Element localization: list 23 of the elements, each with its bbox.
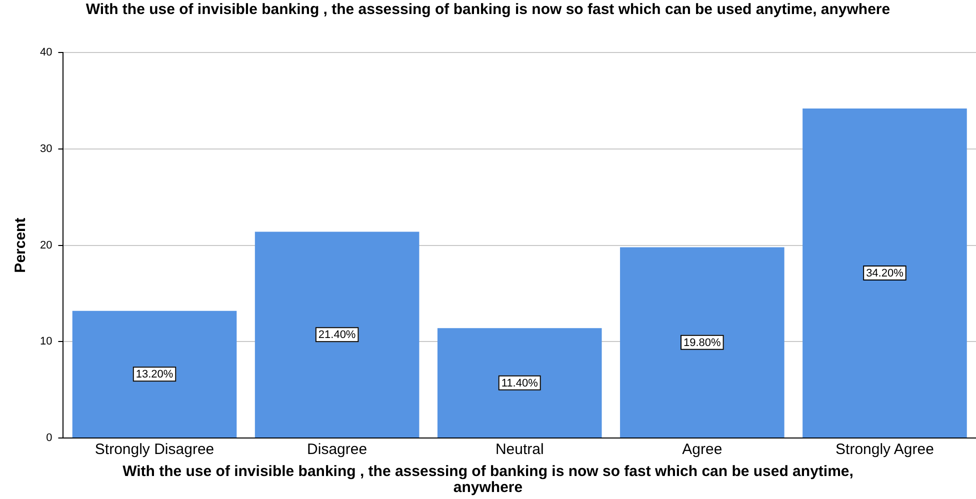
x-tick-label: Agree	[682, 441, 722, 458]
x-axis-title: With the use of invisible banking , the assessing of banking is now so fast which can be used anytime, anywhere	[122, 463, 854, 496]
data-label: 11.40%	[501, 377, 538, 390]
y-tick-label: 10	[40, 336, 52, 348]
data-label: 13.20%	[136, 368, 174, 381]
x-tick-label: Neutral	[495, 441, 544, 458]
x-tick-label: Strongly Agree	[836, 441, 934, 458]
y-axis-title: Percent	[12, 218, 30, 273]
data-label: 21.40%	[318, 329, 356, 342]
chart-title: With the use of invisible banking , the assessing of banking is now so fast which can be used anytime, anywhere	[84, 1, 892, 18]
x-tick-label: Disagree	[307, 441, 368, 458]
y-tick-label: 20	[40, 239, 52, 252]
bar	[254, 232, 420, 438]
y-tick-label: 0	[46, 432, 52, 444]
x-tick-label: Strongly Disagree	[94, 441, 214, 458]
bar	[802, 108, 967, 438]
bar	[437, 328, 602, 438]
data-label: 19.80%	[684, 336, 722, 349]
y-tick-label: 40	[40, 46, 52, 59]
y-tick-label: 30	[40, 142, 52, 155]
bar	[72, 310, 237, 438]
data-label: 34.20%	[866, 268, 904, 280]
bar	[620, 247, 784, 438]
